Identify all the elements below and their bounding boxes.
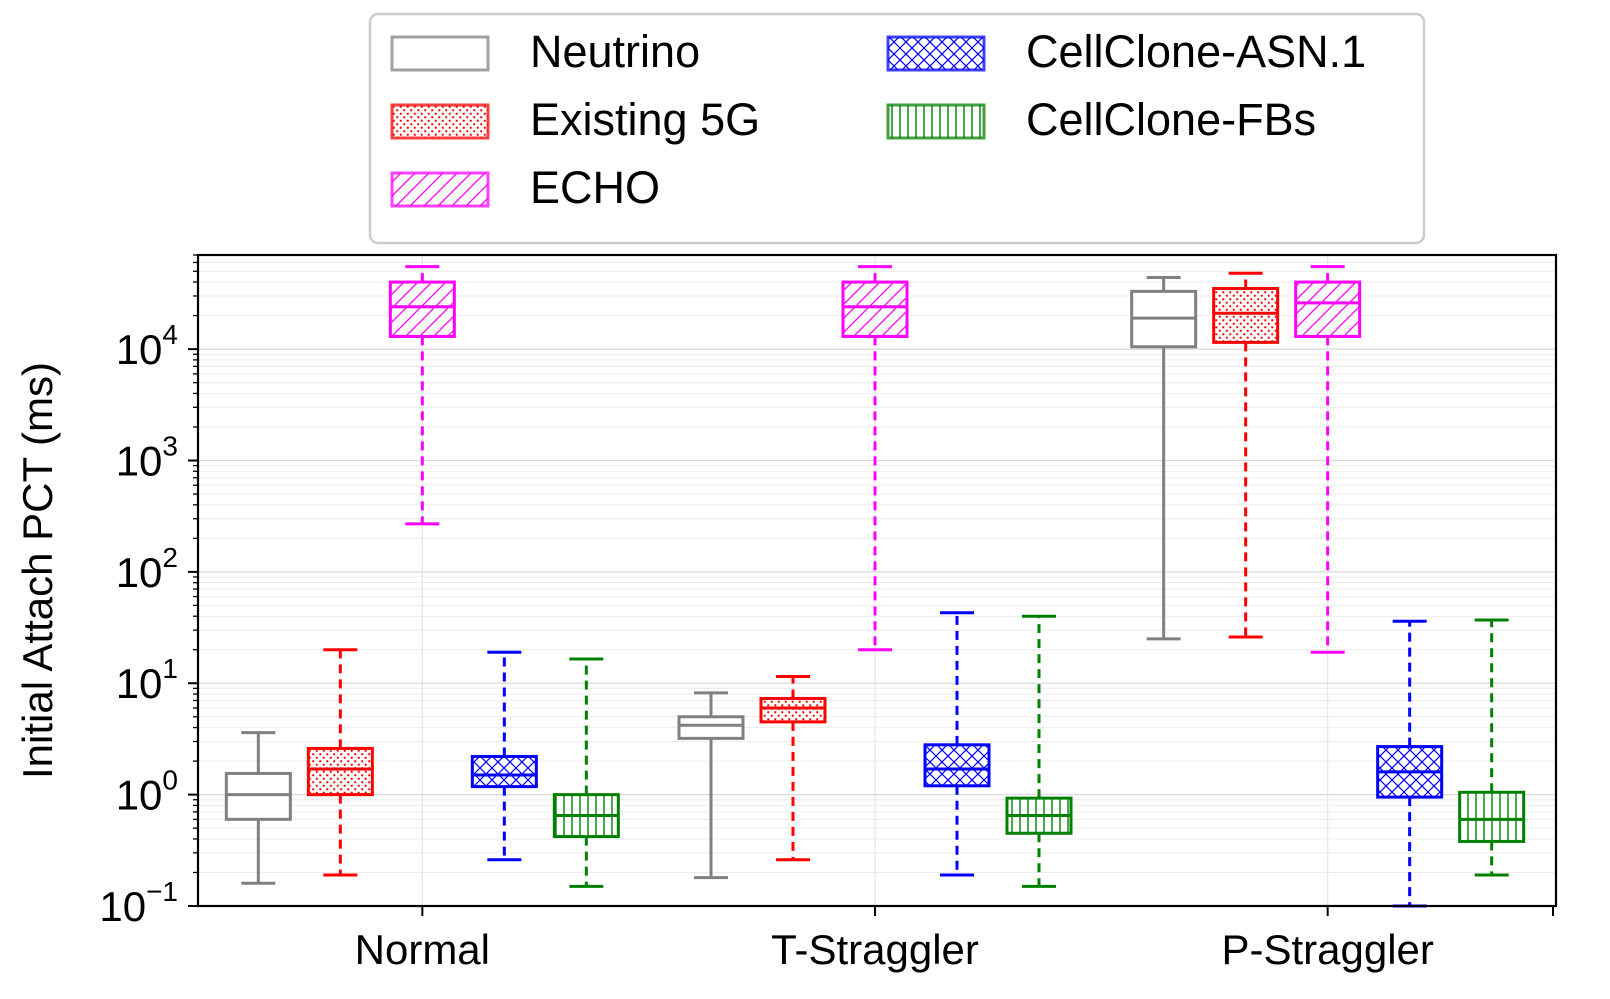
y-tick-label: 102 [116,542,178,596]
box-iqr [306,746,374,797]
x-tick-label: P-Straggler [1221,926,1433,973]
legend-swatch [886,35,986,72]
legend-label: ECHO [530,162,660,213]
legend-swatch-hatch [392,173,488,206]
x-tick-label: T-Straggler [771,926,979,973]
legend-swatch [390,35,490,72]
legend-item-echo: ECHO [390,162,660,213]
legend-swatch [390,171,490,208]
box-hatch [1459,792,1524,842]
box-hatch [1213,288,1278,343]
box-hatch [761,698,825,722]
box-iqr [677,715,745,740]
box-hatch [390,282,455,337]
legend-label: Existing 5G [530,94,760,145]
box-cellclone-fbs-t-straggler [1005,614,1073,888]
box-existing-5g-t-straggler [759,674,827,862]
box-cellclone-fbs-p-straggler [1458,618,1526,877]
box-iqr [388,280,456,338]
box-existing-5g-p-straggler [1212,271,1280,639]
x-tick-label: Normal [355,926,490,973]
plot-frame [196,253,1558,908]
box-iqr [1458,790,1526,843]
box-cellclone-fbs-normal [552,657,620,888]
box-iqr [224,771,292,821]
box-existing-5g-normal [306,648,374,877]
axes: 10−1 100 101 102 103 104 Normal T-Straggler P-St… [14,253,1558,973]
y-tick-label: 101 [116,653,178,707]
y-tick-label: 10−1 [99,876,178,930]
box-cellclone-asn-1-p-straggler [1376,619,1444,908]
box-iqr [759,696,827,724]
y-tick-label: 100 [116,765,178,819]
legend-item-cellclone-fbs: CellClone-FBs [886,94,1316,145]
y-tick-label: 104 [116,319,178,373]
legend-label: CellClone-FBs [1026,94,1316,145]
legend-label: CellClone-ASN.1 [1026,26,1366,77]
box-hatch [308,748,373,795]
box-hatch [472,756,537,787]
legend: Neutrino Existing 5G ECHO CellClone-ASN.1 Ce… [368,12,1426,245]
box-iqr [1294,280,1362,338]
box-hatch [925,744,989,786]
legend-swatch [886,103,986,140]
box-echo-normal [388,265,456,526]
box-neutrino-p-straggler [1130,275,1198,641]
box-echo-p-straggler [1294,265,1362,654]
grid-lines [198,254,1556,907]
legend-swatch [390,103,490,140]
box-echo-t-straggler [841,265,909,652]
box-hatch [1295,282,1360,337]
legend-label: Neutrino [530,26,700,77]
box-groups [224,265,1526,908]
legend-swatch-bg [392,37,488,70]
box-iqr [470,754,538,789]
box-iqr [841,280,909,338]
legend-item-existing-5g: Existing 5G [390,94,760,145]
legend-item-neutrino: Neutrino [390,26,700,77]
box-bg [226,773,291,820]
legend-swatch-hatch [888,105,984,138]
box-iqr [1212,287,1280,344]
legend-item-cellclone-asn-1: CellClone-ASN.1 [886,26,1366,77]
box-cellclone-asn-1-normal [470,650,538,862]
box-hatch [843,282,907,337]
box-iqr [923,743,991,788]
y-tick-label: 103 [116,430,178,484]
box-cellclone-asn-1-t-straggler [923,611,991,877]
box-bg [679,716,743,739]
box-neutrino-t-straggler [677,691,745,880]
legend-swatch-hatch [392,105,488,138]
box-neutrino-normal [224,731,292,885]
y-axis-label: Initial Attach PCT (ms) [14,362,61,779]
legend-swatch-hatch [888,37,984,70]
